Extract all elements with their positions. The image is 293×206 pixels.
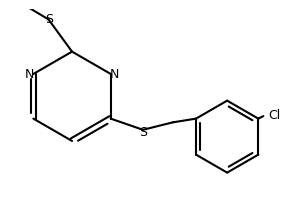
- Text: N: N: [110, 68, 119, 81]
- Text: N: N: [25, 68, 34, 81]
- Text: S: S: [45, 13, 53, 26]
- Text: S: S: [139, 125, 147, 138]
- Text: Cl: Cl: [268, 109, 280, 122]
